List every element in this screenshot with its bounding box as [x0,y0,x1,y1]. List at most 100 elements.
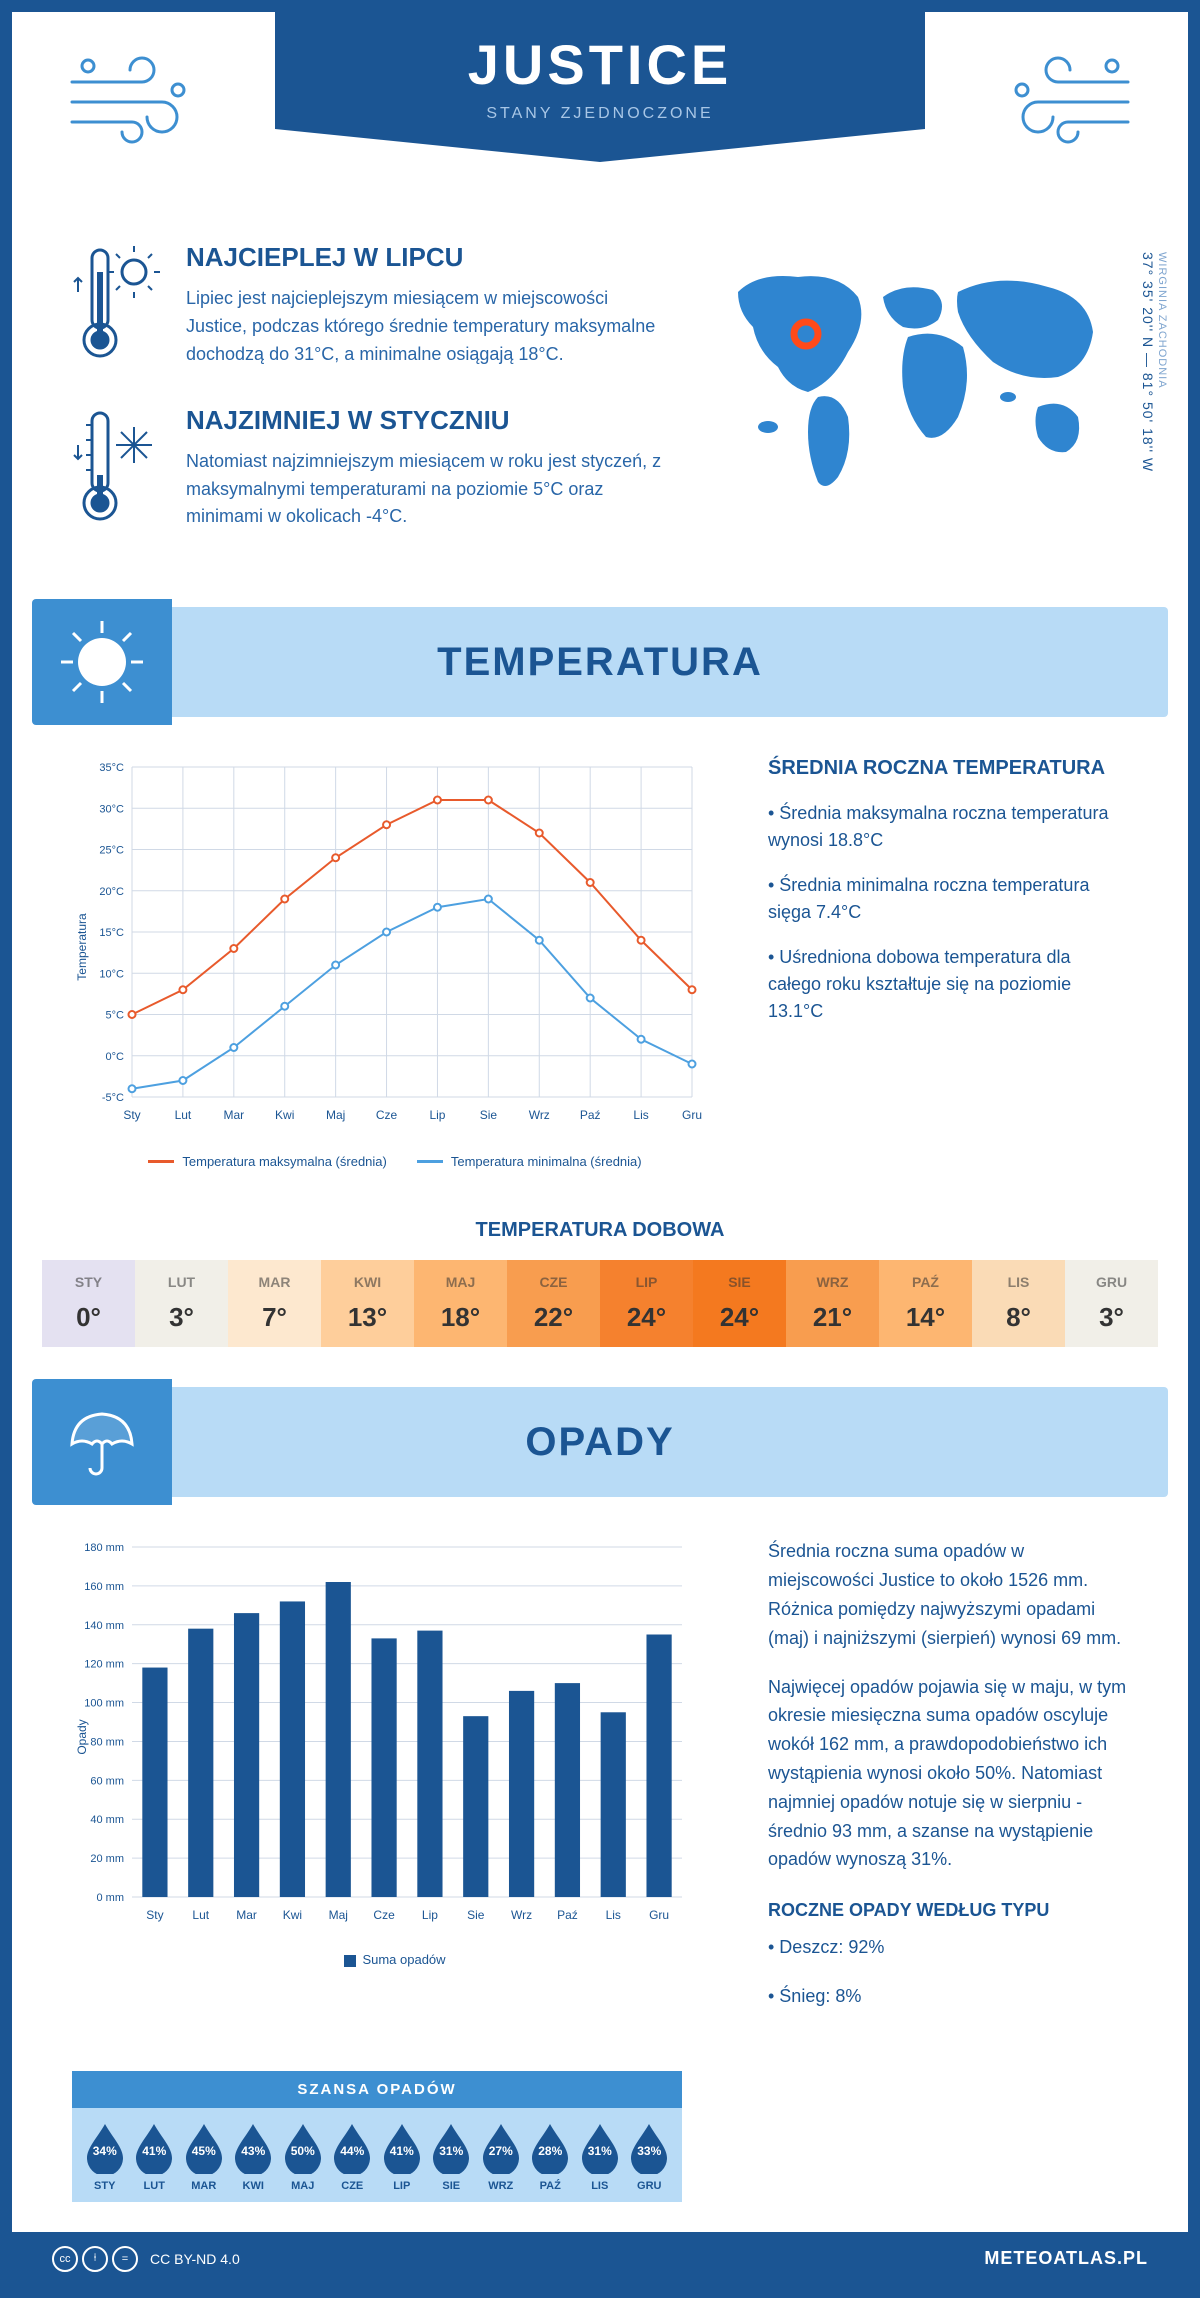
title-banner: JUSTICE STANY ZJEDNOCZONE [275,12,925,162]
svg-text:100 mm: 100 mm [84,1698,124,1710]
svg-text:0°C: 0°C [106,1051,125,1063]
world-map: WIRGINIA ZACHODNIA 37° 35' 20'' N — 81° … [708,242,1128,567]
daily-cell: KWI13° [321,1260,414,1347]
chance-cell: 45%MAR [179,2122,229,2192]
coldest-block: NAJZIMNIEJ W STYCZNIU Natomiast najzimni… [72,405,668,532]
svg-text:Sie: Sie [480,1108,498,1122]
precipitation-summary: Średnia roczna suma opadów w miejscowośc… [768,1537,1128,2030]
coordinates: WIRGINIA ZACHODNIA 37° 35' 20'' N — 81° … [1140,252,1168,472]
svg-text:120 mm: 120 mm [84,1659,124,1671]
svg-text:Gru: Gru [649,1908,669,1922]
wind-icon [998,42,1138,157]
chance-cell: 41%LUT [130,2122,180,2192]
svg-text:80 mm: 80 mm [90,1737,124,1749]
warmest-text: Lipiec jest najcieplejszym miesiącem w m… [186,285,668,369]
page-title: JUSTICE [468,32,733,97]
page-subtitle: STANY ZJEDNOCZONE [486,105,713,123]
svg-text:Kwi: Kwi [283,1908,302,1922]
chance-cell: 28%PAŹ [526,2122,576,2192]
daily-cell: LUT3° [135,1260,228,1347]
svg-text:140 mm: 140 mm [84,1620,124,1632]
svg-text:Sty: Sty [146,1908,163,1922]
daily-cell: CZE22° [507,1260,600,1347]
precipitation-heading: OPADY [32,1387,1168,1497]
intro-section: NAJCIEPLEJ W LIPCU Lipiec jest najcieple… [12,222,1188,607]
svg-text:Lip: Lip [429,1108,445,1122]
sun-icon [32,599,172,725]
svg-text:Temperatura: Temperatura [75,913,89,981]
chance-cell: 31%LIS [575,2122,625,2192]
svg-text:Wrz: Wrz [511,1908,532,1922]
infographic-page: JUSTICE STANY ZJEDNOCZONE NAJCIEPLEJ W L… [0,0,1200,2298]
daily-cell: MAJ18° [414,1260,507,1347]
header: JUSTICE STANY ZJEDNOCZONE [12,12,1188,222]
svg-text:20°C: 20°C [99,886,124,898]
svg-text:10°C: 10°C [99,969,124,981]
warmest-block: NAJCIEPLEJ W LIPCU Lipiec jest najcieple… [72,242,668,369]
daily-cell: WRZ21° [786,1260,879,1347]
svg-text:Maj: Maj [329,1908,348,1922]
coldest-text: Natomiast najzimniejszym miesiącem w rok… [186,448,668,532]
svg-text:Lut: Lut [175,1108,192,1122]
chance-cell: 43%KWI [229,2122,279,2192]
svg-text:60 mm: 60 mm [90,1776,124,1788]
svg-text:5°C: 5°C [106,1010,125,1022]
svg-text:0 mm: 0 mm [97,1892,125,1904]
svg-text:Paź: Paź [580,1108,601,1122]
svg-text:Lis: Lis [633,1108,648,1122]
temp-chart-legend: Temperatura maksymalna (średnia) Tempera… [72,1154,718,1169]
svg-text:15°C: 15°C [99,927,124,939]
svg-text:Cze: Cze [376,1108,398,1122]
chance-cell: 41%LIP [377,2122,427,2192]
warmest-title: NAJCIEPLEJ W LIPCU [186,242,668,273]
svg-text:Cze: Cze [373,1908,395,1922]
thermometer-cold-icon [72,405,162,532]
chance-cell: 27%WRZ [476,2122,526,2192]
thermometer-hot-icon [72,242,162,369]
umbrella-icon [32,1379,172,1505]
daily-cell: GRU3° [1065,1260,1158,1347]
chance-cell: 44%CZE [328,2122,378,2192]
daily-cell: LIS8° [972,1260,1065,1347]
daily-cell: STY0° [42,1260,135,1347]
svg-text:Lut: Lut [192,1908,209,1922]
svg-text:Lip: Lip [422,1908,438,1922]
svg-text:Wrz: Wrz [529,1108,550,1122]
cc-icon: cc⍿= [52,2246,138,2272]
daily-cell: MAR7° [228,1260,321,1347]
annual-temp-summary: ŚREDNIA ROCZNA TEMPERATURA • Średnia mak… [768,757,1128,1169]
precipitation-bar-chart: 0 mm 20 mm 40 mm 60 mm 80 mm 100 mm 120 mm 140 … [72,1537,718,2030]
svg-text:Sie: Sie [467,1908,485,1922]
chance-cell: 50%MAJ [278,2122,328,2192]
chance-cell: 34%STY [80,2122,130,2192]
site-name: METEOATLAS.PL [984,2248,1148,2269]
wind-icon [62,42,202,157]
precipitation-chance: SZANSA OPADÓW 34%STY41%LUT45%MAR43%KWI50… [72,2071,682,2202]
svg-text:25°C: 25°C [99,845,124,857]
chance-cell: 33%GRU [625,2122,675,2192]
daily-cell: PAŹ14° [879,1260,972,1347]
svg-text:Kwi: Kwi [275,1108,294,1122]
svg-text:Sty: Sty [123,1108,140,1122]
svg-text:Maj: Maj [326,1108,345,1122]
chance-cell: 31%SIE [427,2122,477,2192]
precip-chart-legend: Suma opadów [72,1952,718,1967]
svg-text:40 mm: 40 mm [90,1815,124,1827]
temperature-heading: TEMPERATURA [32,607,1168,717]
svg-text:-5°C: -5°C [102,1092,124,1104]
svg-text:Lis: Lis [606,1908,621,1922]
svg-text:Gru: Gru [682,1108,702,1122]
svg-text:180 mm: 180 mm [84,1542,124,1554]
daily-cell: SIE24° [693,1260,786,1347]
svg-text:Paź: Paź [557,1908,578,1922]
temperature-line-chart: -5°C 0°C 5°C 10°C 15°C 20°C 25°C 30°C 35°C Sty Lut… [72,757,718,1169]
daily-cell: LIP24° [600,1260,693,1347]
svg-text:35°C: 35°C [99,762,124,774]
daily-temp-grid: STY0°LUT3°MAR7°KWI13°MAJ18°CZE22°LIP24°S… [42,1260,1158,1347]
svg-text:Mar: Mar [236,1908,257,1922]
coldest-title: NAJZIMNIEJ W STYCZNIU [186,405,668,436]
svg-text:20 mm: 20 mm [90,1853,124,1865]
svg-text:Opady: Opady [75,1720,89,1755]
svg-text:30°C: 30°C [99,804,124,816]
svg-text:160 mm: 160 mm [84,1581,124,1593]
